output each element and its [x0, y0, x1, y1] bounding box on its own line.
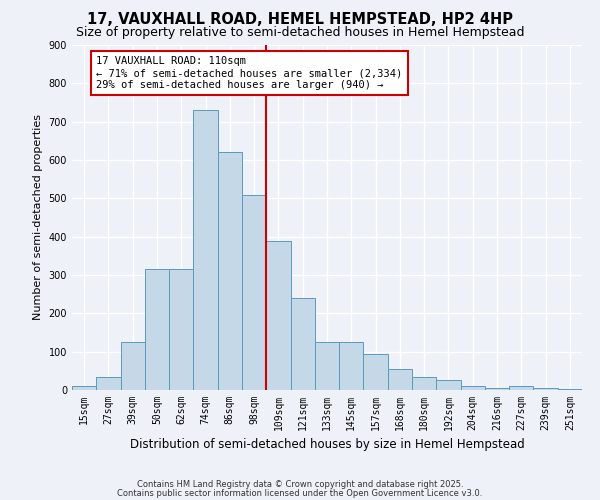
Bar: [169, 269, 193, 390]
Bar: [193, 110, 218, 390]
Bar: [315, 342, 339, 390]
Bar: [509, 386, 533, 390]
Bar: [145, 269, 169, 390]
Bar: [388, 369, 412, 390]
Bar: [290, 298, 315, 390]
Bar: [533, 388, 558, 390]
Text: Contains HM Land Registry data © Crown copyright and database right 2025.: Contains HM Land Registry data © Crown c…: [137, 480, 463, 489]
Bar: [558, 389, 582, 390]
Bar: [121, 342, 145, 390]
Text: 17, VAUXHALL ROAD, HEMEL HEMPSTEAD, HP2 4HP: 17, VAUXHALL ROAD, HEMEL HEMPSTEAD, HP2 …: [87, 12, 513, 28]
Bar: [364, 354, 388, 390]
Text: 17 VAUXHALL ROAD: 110sqm
← 71% of semi-detached houses are smaller (2,334)
29% o: 17 VAUXHALL ROAD: 110sqm ← 71% of semi-d…: [96, 56, 403, 90]
Bar: [72, 386, 96, 390]
Bar: [412, 376, 436, 390]
Bar: [218, 152, 242, 390]
X-axis label: Distribution of semi-detached houses by size in Hemel Hempstead: Distribution of semi-detached houses by …: [130, 438, 524, 452]
Bar: [242, 194, 266, 390]
Bar: [96, 376, 121, 390]
Bar: [266, 240, 290, 390]
Y-axis label: Number of semi-detached properties: Number of semi-detached properties: [33, 114, 43, 320]
Bar: [339, 342, 364, 390]
Text: Contains public sector information licensed under the Open Government Licence v3: Contains public sector information licen…: [118, 488, 482, 498]
Text: Size of property relative to semi-detached houses in Hemel Hempstead: Size of property relative to semi-detach…: [76, 26, 524, 39]
Bar: [461, 386, 485, 390]
Bar: [485, 388, 509, 390]
Bar: [436, 380, 461, 390]
